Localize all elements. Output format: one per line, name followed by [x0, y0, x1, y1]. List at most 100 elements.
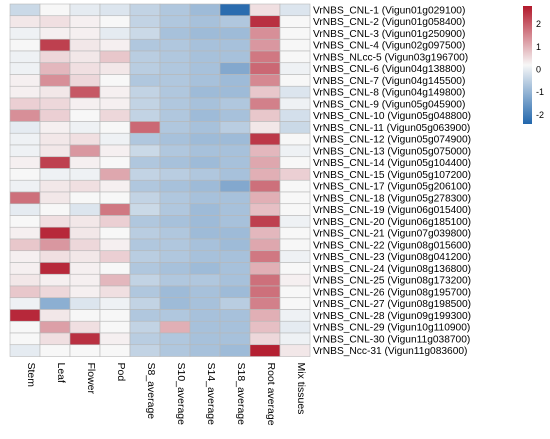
heatmap-cell — [189, 121, 221, 134]
heatmap-cell — [219, 121, 251, 134]
row-label: VrNBS_CNL-30 (Vigun11g038700) — [313, 334, 470, 345]
heatmap-cell — [99, 85, 131, 99]
heatmap-cell — [249, 297, 281, 310]
heatmap-cell — [129, 250, 161, 263]
heatmap-cell — [279, 97, 311, 111]
heatmap-cell — [39, 203, 71, 216]
column-labels: Stem Leaf Flower Pod S8_average S10_average S1… — [25, 363, 307, 426]
legend-tick-label: -2 — [536, 110, 544, 120]
row-label: VrNBS_CNL-22 (Vigun08g015600) — [313, 240, 471, 251]
heatmap-cell — [129, 144, 161, 158]
heatmap-cell — [279, 121, 311, 134]
heatmap-cell — [9, 168, 41, 181]
heatmap-cell — [249, 203, 281, 216]
heatmap-cell — [99, 250, 131, 263]
column-label: S18_average — [235, 363, 247, 426]
heatmap-cell — [69, 332, 101, 346]
heatmap-cell — [99, 74, 131, 87]
heatmap-cell — [99, 168, 131, 181]
heatmap-cell — [39, 262, 71, 275]
heatmap-cell — [159, 15, 191, 28]
heatmap-cell — [9, 215, 41, 228]
heatmap-cell — [129, 15, 161, 28]
heatmap-cell — [189, 238, 221, 252]
heatmap-cell — [9, 191, 41, 205]
heatmap-cell — [69, 238, 101, 252]
heatmap-cell — [129, 203, 161, 216]
heatmap-cell — [279, 344, 311, 357]
heatmap-cell — [159, 238, 191, 252]
heatmap-cell — [129, 50, 161, 64]
row-label: VrNBS_CNL-11 (Vigun05g063900) — [313, 123, 470, 134]
heatmap-cell — [39, 332, 71, 346]
heatmap-cell — [249, 309, 281, 322]
heatmap-cell — [189, 285, 221, 299]
heatmap-cell — [69, 121, 101, 134]
heatmap-cell — [99, 27, 131, 40]
heatmap-cell — [39, 50, 71, 64]
heatmap-cell — [219, 226, 251, 240]
heatmap-cell — [159, 250, 191, 263]
heatmap-cell — [39, 320, 71, 334]
heatmap-cell — [129, 285, 161, 299]
heatmap-cell — [279, 309, 311, 322]
row-label: VrNBS_CNL-2 (Vigun01g058400) — [313, 17, 465, 28]
heatmap-cell — [219, 250, 251, 263]
heatmap-cell — [129, 109, 161, 122]
heatmap-cell — [159, 97, 191, 111]
heatmap-cell — [249, 262, 281, 275]
heatmap-cell — [99, 203, 131, 216]
row-label: VrNBS_NLcc-5 (Vigun03g196700) — [313, 52, 468, 63]
heatmap-cell — [9, 15, 41, 28]
heatmap-cell — [9, 320, 41, 334]
row-label: VrNBS_CNL-12 (Vigun05g074900) — [313, 135, 471, 146]
heatmap-cell — [189, 62, 221, 75]
heatmap-cell — [219, 297, 251, 310]
heatmap-cell — [9, 262, 41, 275]
row-label: VrNBS_CNL-9 (Vigun05g045900) — [313, 99, 465, 110]
legend-ticks: 2 1 0 -1 -2 — [536, 19, 544, 120]
heatmap-cell — [249, 332, 281, 346]
heatmap-cell — [9, 109, 41, 122]
heatmap-cell — [9, 132, 41, 146]
heatmap-cell — [219, 97, 251, 111]
row-label: VrNBS_CNL-26 (Vigun08g195700) — [313, 287, 471, 298]
heatmap-cell — [249, 3, 281, 17]
heatmap-cell — [129, 344, 161, 357]
heatmap-cell — [159, 27, 191, 40]
heatmap-cell — [219, 203, 251, 216]
heatmap-cell — [159, 273, 191, 287]
row-label: VrNBS_CNL-23 (Vigun08g041200) — [313, 252, 471, 263]
heatmap-cell — [279, 38, 311, 52]
heatmap-cell — [189, 179, 221, 193]
heatmap-cell — [159, 309, 191, 322]
heatmap-cell — [219, 74, 251, 87]
heatmap-cell — [249, 215, 281, 228]
heatmap-cell — [279, 62, 311, 75]
heatmap-cell — [39, 144, 71, 158]
heatmap-cell — [159, 62, 191, 75]
heatmap-cell — [39, 226, 71, 240]
heatmap-cell — [279, 15, 311, 28]
row-label: VrNBS_CNL-28 (Vigun09g199300) — [313, 311, 471, 322]
heatmap-cell — [129, 179, 161, 193]
heatmap-cell — [39, 121, 71, 134]
heatmap-cell — [219, 191, 251, 205]
heatmap-cell — [189, 297, 221, 310]
row-labels: VrNBS_CNL-1 (Vigun01g029100)VrNBS_CNL-2 … — [313, 5, 471, 357]
heatmap-cell — [249, 168, 281, 181]
heatmap-cell — [219, 332, 251, 346]
heatmap-cell — [159, 74, 191, 87]
heatmap-cell — [9, 144, 41, 158]
heatmap-cell — [219, 309, 251, 322]
heatmap-cell — [99, 344, 131, 357]
heatmap-cell — [249, 273, 281, 287]
heatmap-cell — [39, 62, 71, 75]
heatmap-cell — [249, 109, 281, 122]
heatmap-cell — [219, 262, 251, 275]
heatmap-cell — [249, 320, 281, 334]
heatmap-cell — [219, 109, 251, 122]
heatmap-cell — [189, 50, 221, 64]
heatmap-cell — [9, 3, 41, 17]
heatmap-cell — [279, 238, 311, 252]
